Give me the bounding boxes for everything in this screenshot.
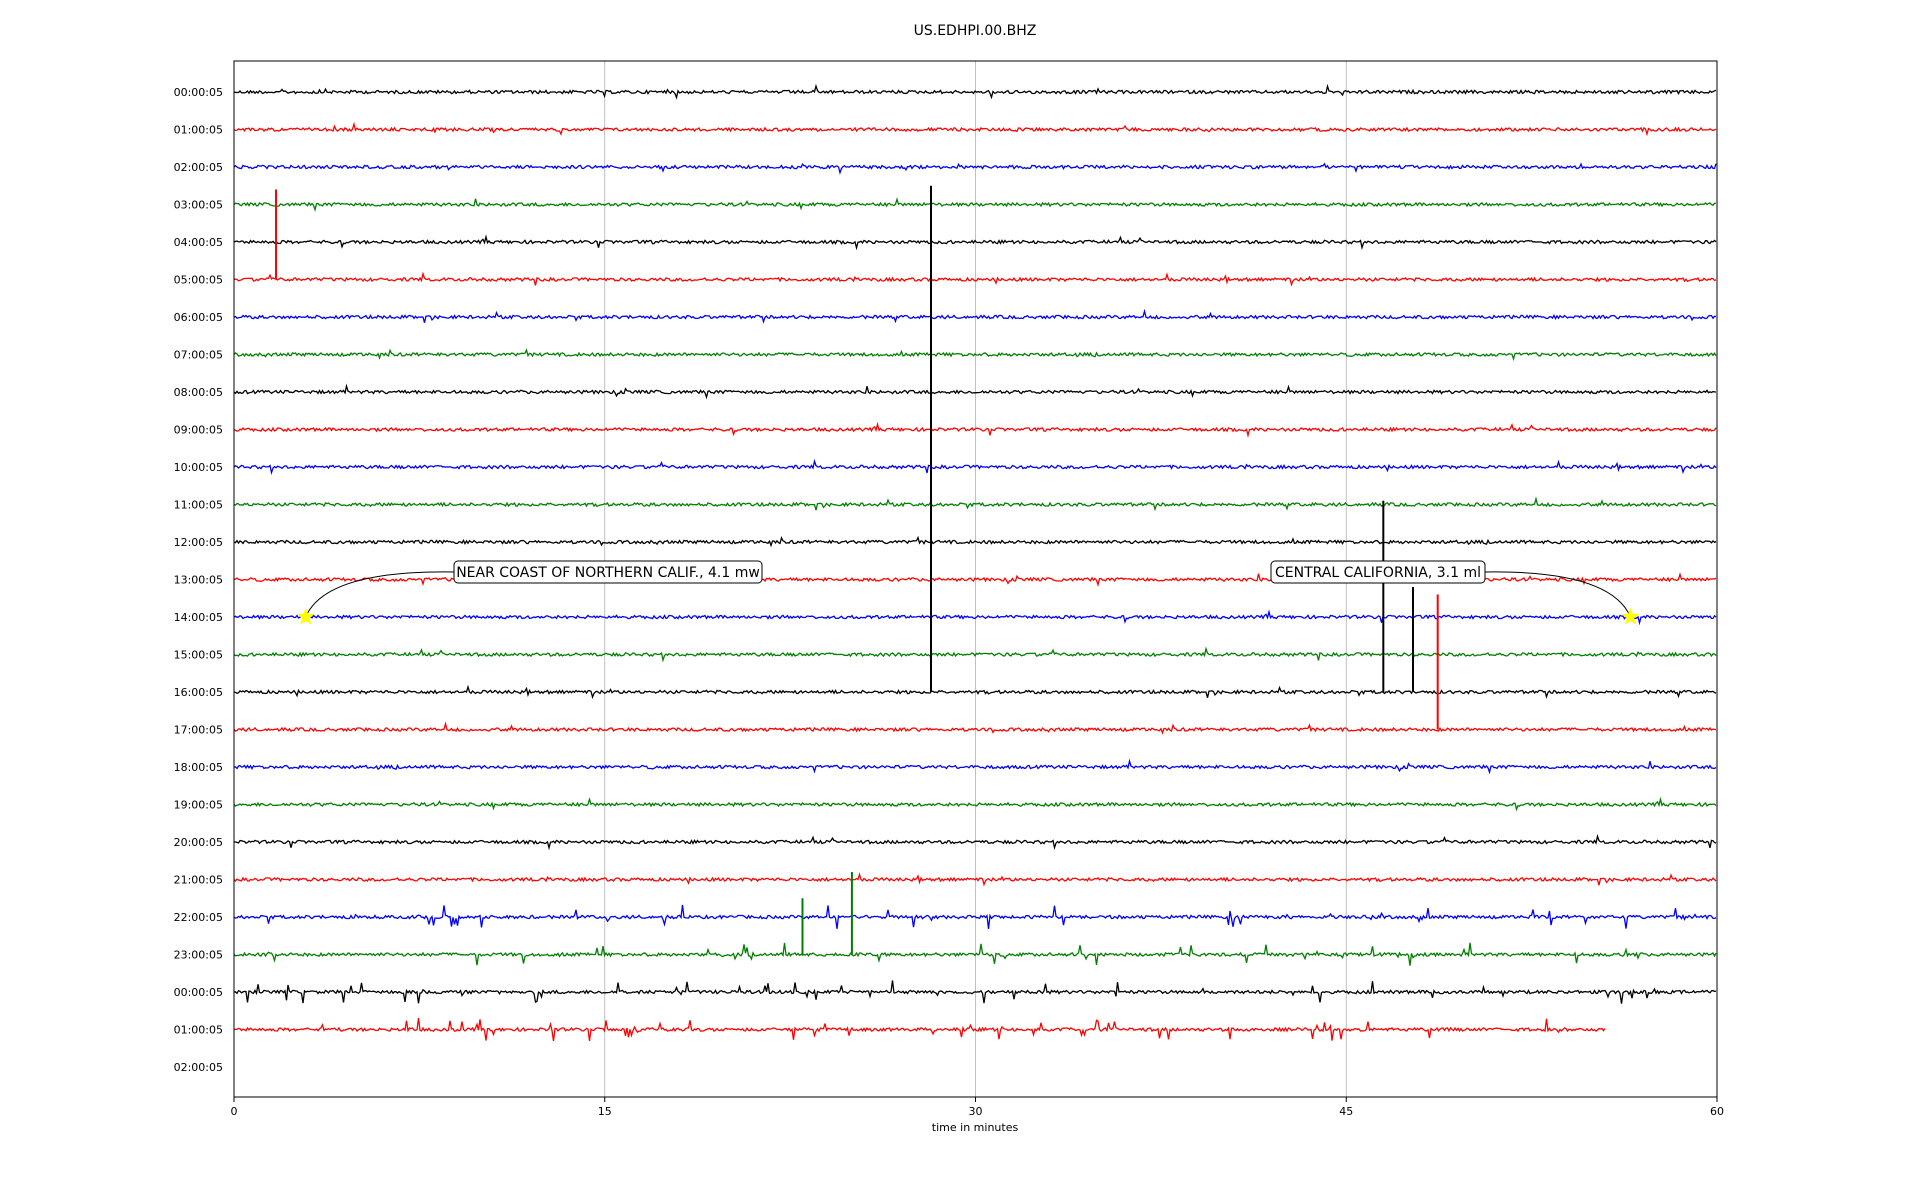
- chart-title: US.EDHPI.00.BHZ: [914, 23, 1037, 39]
- row-label: 03:00:05: [174, 199, 223, 212]
- trace-15: [233, 646, 1717, 663]
- row-label: 18:00:05: [174, 761, 223, 774]
- row-label: 01:00:05: [174, 1024, 223, 1037]
- row-label: 08:00:05: [174, 386, 223, 399]
- x-tick-label: 45: [1339, 1105, 1353, 1118]
- row-label: 17:00:05: [174, 724, 223, 737]
- row-label: 07:00:05: [174, 349, 223, 362]
- row-label: 14:00:05: [174, 611, 223, 624]
- trace-10: [233, 458, 1717, 476]
- trace-20: [234, 833, 1717, 851]
- trace-12: [233, 535, 1717, 548]
- x-axis-label: time in minutes: [932, 1121, 1019, 1134]
- trace-1: [233, 121, 1717, 137]
- row-label: 02:00:05: [174, 1061, 223, 1074]
- x-tick-label: 60: [1710, 1105, 1724, 1118]
- trace-5: [233, 271, 1717, 287]
- annotation-connector: [305, 571, 455, 618]
- trace-2: [233, 162, 1717, 175]
- trace-14: [233, 609, 1717, 626]
- seismogram-traces: [233, 83, 1717, 1042]
- annotation-box: [1270, 560, 1486, 584]
- row-label: 12:00:05: [174, 536, 223, 549]
- x-axis-ticks: 0 15 30 45 60: [231, 1097, 1724, 1118]
- trace-19: [233, 796, 1717, 812]
- trace-3: [233, 197, 1717, 212]
- trace-25: [233, 1018, 1606, 1042]
- row-label: 21:00:05: [174, 874, 223, 887]
- row-time-labels: 00:00:05 01:00:05 02:00:05 03:00:05 04:00:05…: [174, 86, 223, 1074]
- row-label: 20:00:05: [174, 836, 223, 849]
- annotation-box: [453, 560, 763, 584]
- row-label: 05:00:05: [174, 274, 223, 287]
- row-label: 00:00:05: [174, 986, 223, 999]
- trace-11: [233, 496, 1717, 512]
- row-label: 09:00:05: [174, 424, 223, 437]
- x-tick-label: 0: [231, 1105, 238, 1118]
- row-label: 04:00:05: [174, 236, 223, 249]
- annotation-connector: [1484, 571, 1631, 618]
- row-label: 10:00:05: [174, 461, 223, 474]
- row-label: 22:00:05: [174, 911, 223, 924]
- row-label: 19:00:05: [174, 799, 223, 812]
- row-label: 06:00:05: [174, 311, 223, 324]
- row-label: 13:00:05: [174, 574, 223, 587]
- row-label: 15:00:05: [174, 649, 223, 662]
- trace-0: [233, 83, 1717, 100]
- trace-16: [233, 684, 1717, 700]
- event-star-icon: [1621, 607, 1640, 625]
- event-spikes: [275, 185, 1439, 955]
- trace-7: [233, 348, 1717, 362]
- trace-6: [233, 308, 1717, 324]
- row-label: 01:00:05: [174, 124, 223, 137]
- trace-9: [233, 421, 1717, 438]
- annotation-label: CENTRAL CALIFORNIA, 3.1 ml: [1275, 565, 1481, 581]
- row-label: 02:00:05: [174, 161, 223, 174]
- event-star-icon: [296, 607, 315, 625]
- trace-4: [233, 234, 1717, 251]
- x-tick-label: 30: [969, 1105, 983, 1118]
- row-label: 00:00:05: [174, 86, 223, 99]
- event-annotations: NEAR COAST OF NORTHERN CALIF., 4.1 mw CEN…: [296, 560, 1640, 625]
- trace-8: [233, 383, 1717, 400]
- trace-23: [233, 942, 1717, 966]
- trace-24: [233, 980, 1717, 1004]
- trace-18: [233, 758, 1717, 775]
- annotation-label: NEAR COAST OF NORTHERN CALIF., 4.1 mw: [456, 565, 760, 581]
- trace-21: [233, 872, 1717, 887]
- trace-22: [233, 904, 1717, 929]
- row-label: 23:00:05: [174, 949, 223, 962]
- trace-17: [233, 721, 1717, 735]
- x-tick-label: 15: [598, 1105, 612, 1118]
- row-label: 11:00:05: [174, 499, 223, 512]
- row-label: 16:00:05: [174, 686, 223, 699]
